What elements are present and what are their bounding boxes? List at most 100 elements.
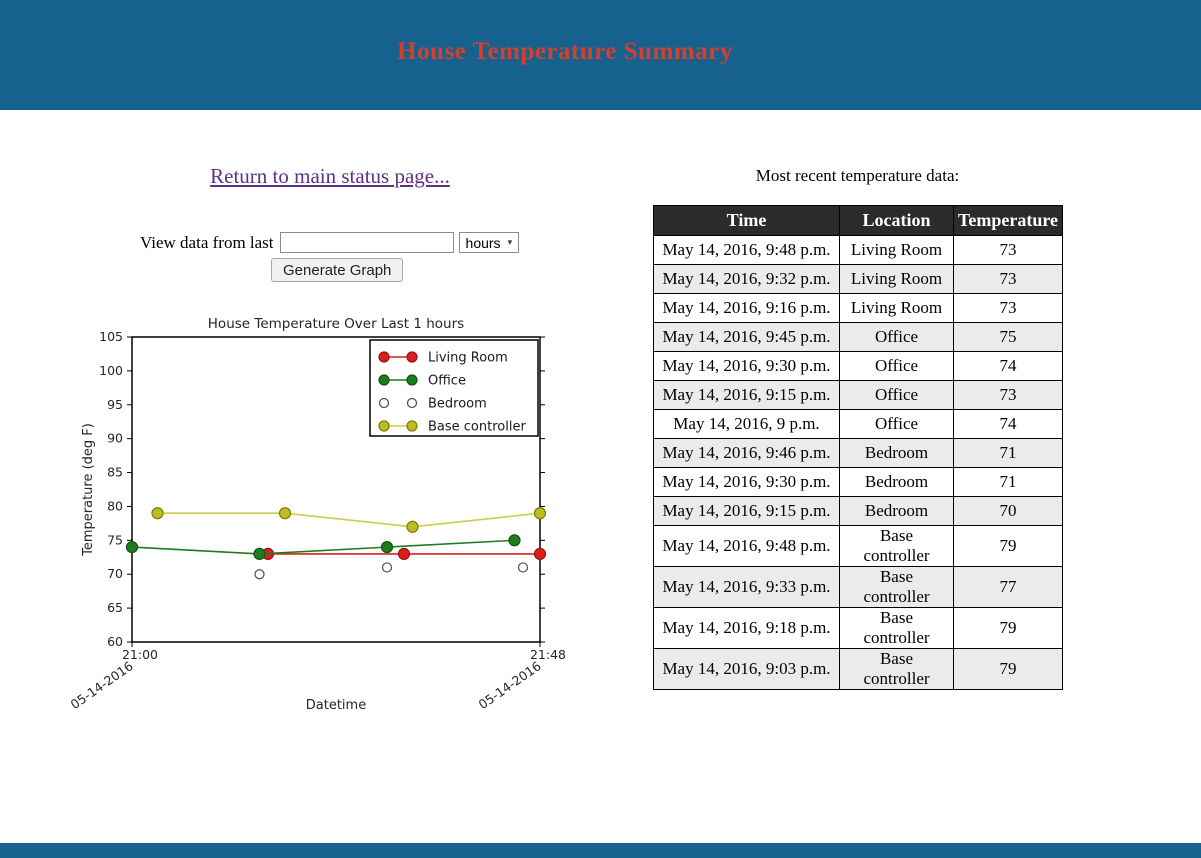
table-cell: May 14, 2016, 9:45 p.m.	[653, 322, 840, 352]
table-cell: 73	[953, 380, 1063, 410]
legend-label: Bedroom	[428, 397, 487, 412]
legend-box	[369, 339, 539, 437]
table-cell: 70	[953, 496, 1063, 526]
table-cell: 79	[953, 648, 1063, 690]
table-row: May 14, 2016, 9:33 p.m. Base controller 77	[653, 566, 1063, 608]
table-cell: Base controller	[839, 525, 954, 567]
y-tick-label: 80	[107, 498, 123, 513]
table-cell: May 14, 2016, 9:30 p.m.	[653, 467, 840, 497]
duration-input[interactable]	[279, 232, 454, 253]
data-point-marker	[517, 562, 529, 573]
legend-label: Base controller	[428, 420, 526, 435]
legend-label: Office	[428, 374, 466, 389]
table-cell: 73	[953, 293, 1063, 323]
table-row: May 14, 2016, 9:03 p.m. Base controller 79	[653, 648, 1063, 690]
x-tick-time-label: 21:48	[530, 647, 566, 662]
generate-graph-button[interactable]: Generate Graph	[271, 258, 404, 282]
data-point-marker	[253, 547, 266, 560]
y-tick-label: 85	[107, 465, 123, 480]
legend-marker	[406, 420, 418, 432]
chevron-down-icon: ▾	[507, 237, 513, 247]
x-tick-time-label: 21:00	[122, 647, 158, 662]
y-axis-label: Temperature (deg F)	[81, 423, 96, 557]
table-cell: Living Room	[839, 235, 954, 265]
table-cell: Base controller	[839, 607, 954, 649]
table-cell: May 14, 2016, 9:15 p.m.	[653, 496, 840, 526]
footer-bar	[0, 843, 1201, 858]
table-cell: 74	[953, 351, 1063, 381]
table-cell: 71	[953, 467, 1063, 497]
legend-marker	[406, 351, 418, 363]
legend-marker	[378, 397, 390, 409]
x-tick-date-label: 05-14-2016	[68, 658, 136, 712]
legend-marker	[378, 374, 390, 386]
table-cell: 79	[953, 607, 1063, 649]
unit-select[interactable]: hours ▾	[458, 232, 520, 253]
return-link-wrap: Return to main status page...	[0, 164, 660, 189]
data-point-marker	[254, 569, 265, 580]
col-time: Time	[653, 205, 840, 236]
graph-form: View data from last hours ▾	[140, 232, 520, 253]
table-cell: May 14, 2016, 9:32 p.m.	[653, 264, 840, 294]
table-row: May 14, 2016, 9:18 p.m. Base controller 79	[653, 607, 1063, 649]
col-temperature: Temperature	[953, 205, 1063, 236]
table-cell: May 14, 2016, 9:48 p.m.	[653, 525, 840, 567]
table-header-row: Time Location Temperature	[653, 205, 1063, 236]
data-point-marker	[533, 547, 547, 560]
table-row: May 14, 2016, 9:32 p.m. Living Room 73	[653, 264, 1063, 294]
table-cell: May 14, 2016, 9:33 p.m.	[653, 566, 840, 608]
table-cell: May 14, 2016, 9:48 p.m.	[653, 235, 840, 265]
table-row: May 14, 2016, 9:45 p.m. Office 75	[653, 322, 1063, 352]
table-row: May 14, 2016, 9:48 p.m. Base controller 79	[653, 525, 1063, 567]
table-cell: Office	[839, 380, 954, 410]
data-point-marker	[125, 541, 139, 554]
table-row: May 14, 2016, 9 p.m. Office 74	[653, 409, 1063, 439]
legend-marker	[406, 374, 418, 386]
data-point-marker	[381, 562, 393, 573]
view-data-label: View data from last	[140, 232, 274, 252]
temperature-table: Time Location Temperature May 14, 2016, …	[653, 205, 1063, 690]
table-cell: Office	[839, 351, 954, 381]
table-cell: Bedroom	[839, 438, 954, 468]
data-point-marker	[508, 534, 521, 547]
data-point-marker	[406, 520, 419, 533]
temperature-chart: House Temperature Over Last 1 hours 60 65 7…	[68, 316, 566, 713]
legend-label: Living Room	[428, 351, 508, 366]
data-point-marker	[397, 547, 411, 560]
return-link[interactable]: Return to main status page...	[210, 164, 450, 188]
table-body: May 14, 2016, 9:48 p.m. Living Room 73 May …	[653, 235, 1063, 690]
table-cell: Bedroom	[839, 496, 954, 526]
table-cell: 73	[953, 235, 1063, 265]
data-point-marker	[533, 507, 547, 520]
y-tick-label: 70	[107, 566, 123, 581]
data-point-marker	[278, 507, 292, 520]
y-tick-label: 90	[107, 431, 123, 446]
y-tick-label: 60	[107, 634, 123, 649]
table-cell: 79	[953, 525, 1063, 567]
page-title: House Temperature Summary	[397, 38, 733, 65]
legend-marker	[378, 351, 390, 363]
series-line	[131, 539, 515, 555]
col-location: Location	[839, 205, 954, 236]
table-cell: 71	[953, 438, 1063, 468]
legend-marker	[378, 420, 390, 432]
table-cell: 77	[953, 566, 1063, 608]
y-tick-label: 95	[107, 397, 123, 412]
table-cell: Bedroom	[839, 467, 954, 497]
table-cell: Office	[839, 409, 954, 439]
header-bar: House Temperature Summary	[0, 0, 1201, 110]
legend-marker	[406, 397, 418, 409]
table-cell: 74	[953, 409, 1063, 439]
table-cell: May 14, 2016, 9:46 p.m.	[653, 438, 840, 468]
table-cell: May 14, 2016, 9 p.m.	[653, 409, 840, 439]
y-tick-label: 65	[107, 600, 123, 615]
table-cell: Living Room	[839, 293, 954, 323]
data-point-marker	[380, 541, 394, 554]
chart-title: House Temperature Over Last 1 hours	[208, 316, 464, 332]
table-cell: Office	[839, 322, 954, 352]
table-cell: May 14, 2016, 9:30 p.m.	[653, 351, 840, 381]
x-axis-label: Datetime	[306, 698, 366, 713]
table-cell: Base controller	[839, 566, 954, 608]
y-tick-label: 75	[107, 532, 123, 547]
table-cell: May 14, 2016, 9:16 p.m.	[653, 293, 840, 323]
